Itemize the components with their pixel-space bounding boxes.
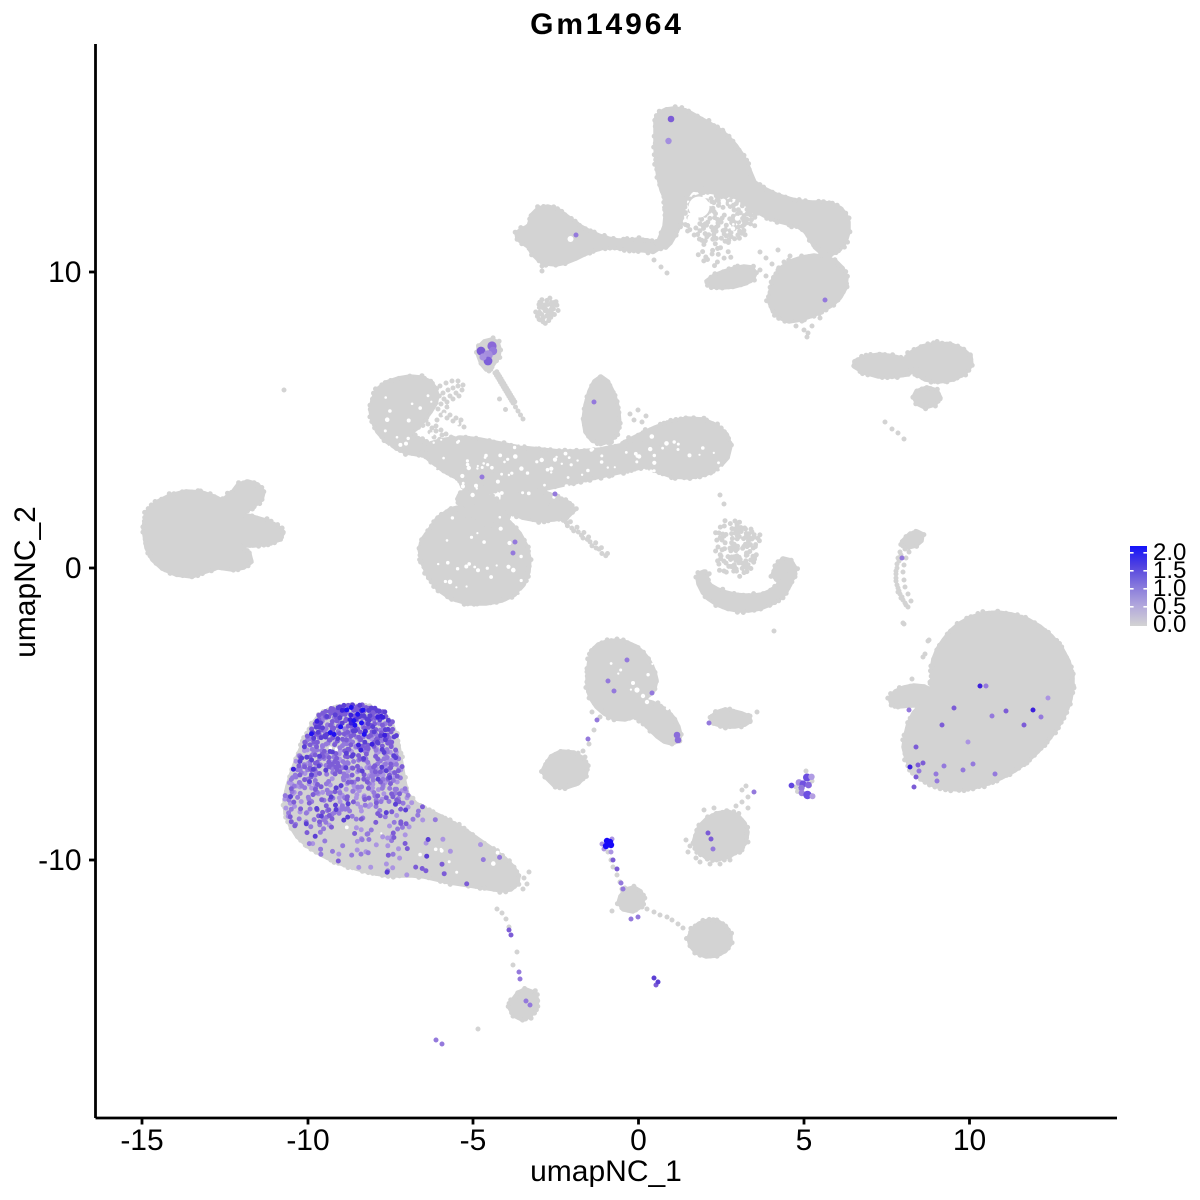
svg-text:1.0: 1.0: [1153, 575, 1186, 602]
svg-text:-5: -5: [460, 1124, 487, 1157]
svg-text:-10: -10: [38, 844, 81, 877]
svg-text:Gm14964: Gm14964: [530, 8, 684, 41]
svg-text:10: 10: [48, 256, 81, 289]
svg-text:-15: -15: [120, 1124, 163, 1157]
svg-text:0.5: 0.5: [1153, 593, 1186, 620]
svg-text:5: 5: [796, 1124, 813, 1157]
svg-text:0: 0: [630, 1124, 647, 1157]
svg-text:0.0: 0.0: [1153, 611, 1186, 638]
svg-text:umapNC_2: umapNC_2: [9, 506, 42, 658]
svg-text:1.5: 1.5: [1153, 557, 1186, 584]
svg-text:-10: -10: [286, 1124, 329, 1157]
svg-text:umapNC_1: umapNC_1: [530, 1155, 682, 1188]
svg-text:0: 0: [65, 552, 82, 585]
svg-text:10: 10: [953, 1124, 986, 1157]
svg-text:2.0: 2.0: [1153, 539, 1186, 566]
